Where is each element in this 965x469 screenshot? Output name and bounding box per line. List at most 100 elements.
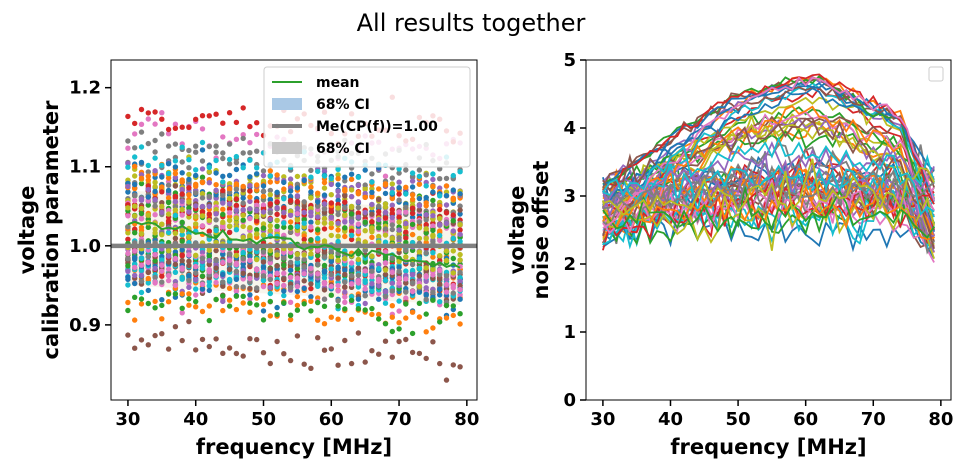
data-point: [287, 357, 294, 364]
data-point: [179, 177, 185, 183]
series-line-37: [602, 110, 935, 226]
data-point: [437, 360, 443, 367]
data-point: [335, 193, 341, 199]
data-point: [240, 183, 246, 190]
data-point: [315, 168, 321, 175]
data-point: [193, 270, 199, 276]
data-point: [355, 296, 362, 302]
data-point: [382, 182, 389, 188]
data-point: [186, 284, 192, 291]
data-point: [430, 325, 436, 331]
y-axis-label: noise offset: [529, 161, 553, 300]
data-point: [220, 211, 226, 218]
data-point: [328, 266, 334, 272]
data-point: [308, 184, 314, 190]
data-point: [226, 303, 233, 309]
data-point: [145, 173, 151, 179]
data-point: [206, 257, 212, 264]
data-point: [240, 195, 246, 201]
data-point: [443, 281, 450, 287]
data-point: [193, 304, 199, 310]
data-point: [152, 184, 158, 190]
data-point: [376, 296, 382, 302]
data-point: [186, 176, 192, 183]
data-point: [159, 189, 165, 195]
data-point: [457, 207, 463, 213]
data-point: [226, 229, 233, 236]
data-point: [409, 178, 416, 184]
data-point: [159, 302, 165, 309]
data-point: [159, 279, 165, 285]
data-point: [199, 147, 206, 153]
data-point: [396, 219, 402, 225]
data-point: [396, 264, 402, 270]
data-point: [382, 260, 389, 266]
data-point: [274, 199, 280, 205]
data-point: [260, 249, 267, 255]
data-point: [145, 280, 151, 286]
data-point: [355, 278, 362, 284]
data-point: [179, 186, 185, 193]
y-tick-label: 0: [563, 390, 576, 411]
data-point: [260, 225, 267, 231]
data-point: [267, 179, 273, 185]
data-point: [457, 275, 463, 281]
data-point: [186, 258, 192, 264]
data-point: [443, 193, 450, 199]
data-point: [138, 224, 145, 231]
data-point: [125, 236, 131, 242]
data-point: [186, 296, 192, 302]
data-point: [409, 184, 416, 190]
data-point: [355, 214, 362, 220]
data-point: [342, 174, 348, 180]
data-point: [199, 281, 206, 288]
data-point: [382, 204, 389, 210]
data-point: [132, 131, 138, 137]
legend-box: [928, 66, 944, 82]
data-point: [193, 214, 199, 220]
data-point: [199, 174, 206, 180]
data-point: [152, 265, 158, 272]
data-point: [348, 281, 355, 287]
data-point: [382, 300, 389, 306]
data-point: [348, 316, 355, 323]
data-point: [450, 218, 456, 224]
data-point: [287, 224, 294, 230]
data-point: [193, 252, 199, 258]
data-point: [274, 304, 280, 311]
x-tick-label: 70: [861, 409, 886, 430]
y-tick-label: 2: [563, 254, 576, 275]
data-point: [287, 316, 294, 323]
data-point: [247, 225, 253, 231]
data-point: [281, 300, 287, 306]
data-point: [376, 262, 382, 268]
data-point: [450, 228, 456, 234]
data-point: [457, 211, 463, 217]
data-point: [437, 203, 443, 209]
data-point: [260, 202, 267, 208]
data-point: [247, 292, 253, 298]
data-point: [226, 217, 233, 224]
data-point: [376, 186, 382, 192]
data-point: [132, 294, 138, 300]
data-point: [240, 165, 246, 171]
data-point: [213, 279, 219, 286]
data-point: [321, 206, 328, 212]
data-point: [165, 161, 172, 167]
data-point: [362, 286, 368, 292]
data-point: [457, 251, 463, 258]
data-point: [267, 298, 273, 305]
legend-swatch: [272, 142, 302, 154]
data-point: [423, 355, 429, 362]
data-point: [254, 218, 260, 224]
data-point: [165, 143, 172, 149]
data-point: [450, 195, 456, 201]
data-point: [423, 172, 429, 178]
data-point: [138, 144, 145, 150]
data-point: [321, 275, 328, 281]
data-point: [355, 228, 362, 235]
legend-label: Me(CP(f))=1.00: [316, 119, 438, 135]
data-point: [308, 251, 314, 257]
data-point: [389, 190, 395, 196]
data-point: [206, 217, 212, 224]
